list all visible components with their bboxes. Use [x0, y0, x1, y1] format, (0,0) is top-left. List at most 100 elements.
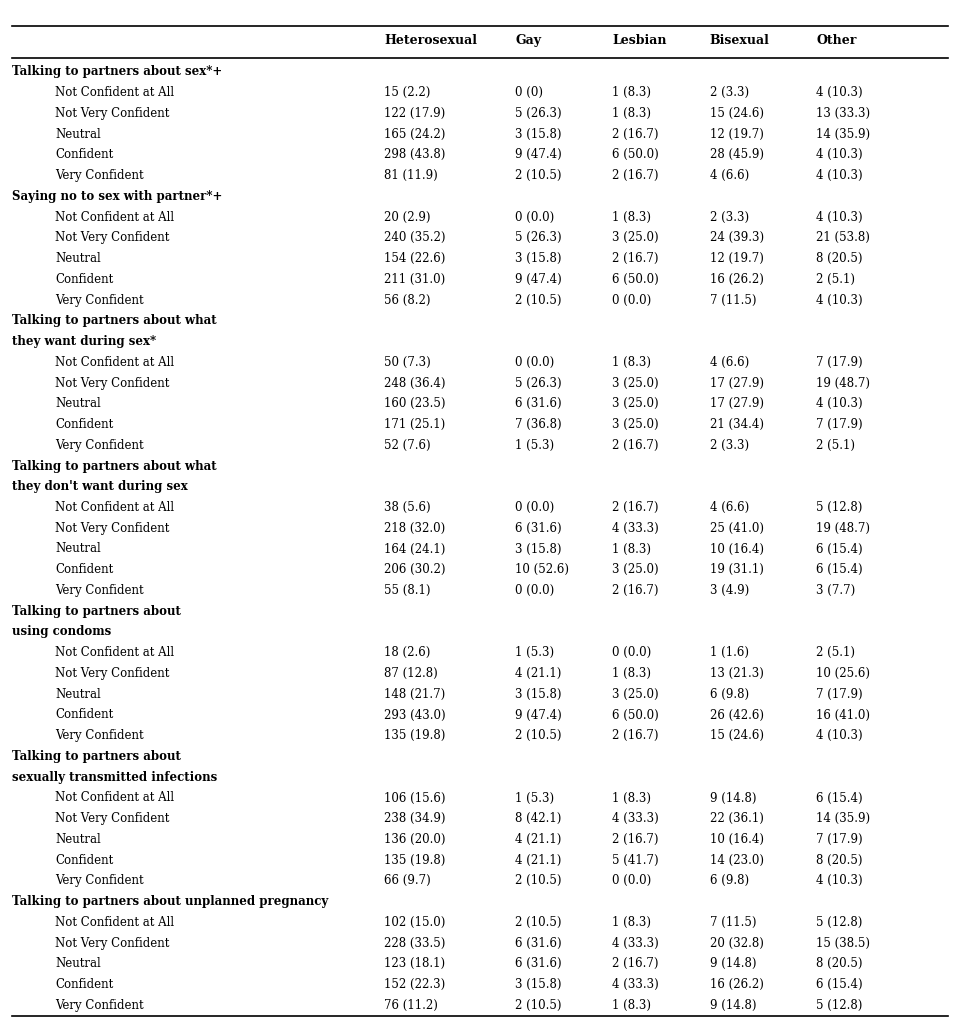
Text: 4 (21.1): 4 (21.1) — [515, 667, 562, 680]
Text: 9 (47.4): 9 (47.4) — [515, 272, 562, 286]
Text: 4 (33.3): 4 (33.3) — [612, 812, 659, 825]
Text: Not Very Confident: Not Very Confident — [55, 231, 170, 245]
Text: Not Confident at All: Not Confident at All — [55, 915, 175, 929]
Text: 1 (5.3): 1 (5.3) — [515, 438, 554, 452]
Text: 2 (10.5): 2 (10.5) — [515, 729, 562, 742]
Text: 28 (45.9): 28 (45.9) — [710, 148, 764, 162]
Text: 25 (41.0): 25 (41.0) — [710, 522, 764, 535]
Text: 240 (35.2): 240 (35.2) — [384, 231, 445, 245]
Text: Very Confident: Very Confident — [55, 874, 144, 888]
Text: they want during sex*: they want during sex* — [12, 335, 156, 348]
Text: 3 (25.0): 3 (25.0) — [612, 563, 659, 577]
Text: 3 (7.7): 3 (7.7) — [816, 584, 855, 597]
Text: 1 (1.6): 1 (1.6) — [710, 646, 748, 659]
Text: Not Confident at All: Not Confident at All — [55, 501, 175, 514]
Text: 135 (19.8): 135 (19.8) — [384, 854, 445, 866]
Text: Talking to partners about: Talking to partners about — [12, 750, 181, 763]
Text: Not Very Confident: Not Very Confident — [55, 667, 170, 680]
Text: Not Confident at All: Not Confident at All — [55, 355, 175, 369]
Text: Neutral: Neutral — [55, 543, 101, 555]
Text: 4 (33.3): 4 (33.3) — [612, 937, 659, 949]
Text: 26 (42.6): 26 (42.6) — [710, 709, 764, 722]
Text: 8 (20.5): 8 (20.5) — [816, 957, 863, 971]
Text: Confident: Confident — [55, 272, 114, 286]
Text: 4 (33.3): 4 (33.3) — [612, 522, 659, 535]
Text: they don't want during sex: they don't want during sex — [12, 480, 188, 494]
Text: 2 (16.7): 2 (16.7) — [612, 729, 659, 742]
Text: 10 (16.4): 10 (16.4) — [710, 543, 764, 555]
Text: 5 (12.8): 5 (12.8) — [816, 999, 863, 1012]
Text: Neutral: Neutral — [55, 833, 101, 846]
Text: Not Confident at All: Not Confident at All — [55, 211, 175, 223]
Text: 15 (24.6): 15 (24.6) — [710, 729, 764, 742]
Text: 102 (15.0): 102 (15.0) — [384, 915, 445, 929]
Text: 2 (10.5): 2 (10.5) — [515, 169, 562, 182]
Text: 3 (15.8): 3 (15.8) — [515, 543, 562, 555]
Text: 2 (5.1): 2 (5.1) — [816, 438, 855, 452]
Text: 15 (2.2): 15 (2.2) — [384, 86, 431, 99]
Text: 4 (6.6): 4 (6.6) — [710, 355, 748, 369]
Text: 164 (24.1): 164 (24.1) — [384, 543, 445, 555]
Text: 135 (19.8): 135 (19.8) — [384, 729, 445, 742]
Text: using condoms: using condoms — [12, 626, 111, 639]
Text: 19 (48.7): 19 (48.7) — [816, 377, 871, 389]
Text: 1 (8.3): 1 (8.3) — [612, 106, 651, 120]
Text: 2 (16.7): 2 (16.7) — [612, 501, 659, 514]
Text: 2 (10.5): 2 (10.5) — [515, 294, 562, 306]
Text: 1 (8.3): 1 (8.3) — [612, 667, 651, 680]
Text: 4 (10.3): 4 (10.3) — [816, 729, 863, 742]
Text: 22 (36.1): 22 (36.1) — [710, 812, 763, 825]
Text: 50 (7.3): 50 (7.3) — [384, 355, 431, 369]
Text: 3 (15.8): 3 (15.8) — [515, 252, 562, 265]
Text: 3 (15.8): 3 (15.8) — [515, 128, 562, 140]
Text: 1 (5.3): 1 (5.3) — [515, 792, 554, 805]
Text: 3 (25.0): 3 (25.0) — [612, 418, 659, 431]
Text: sexually transmitted infections: sexually transmitted infections — [12, 771, 217, 783]
Text: 7 (17.9): 7 (17.9) — [816, 418, 863, 431]
Text: 6 (9.8): 6 (9.8) — [710, 688, 748, 700]
Text: Very Confident: Very Confident — [55, 729, 144, 742]
Text: Neutral: Neutral — [55, 128, 101, 140]
Text: Very Confident: Very Confident — [55, 999, 144, 1012]
Text: 160 (23.5): 160 (23.5) — [384, 397, 445, 411]
Text: 2 (5.1): 2 (5.1) — [816, 646, 855, 659]
Text: 2 (10.5): 2 (10.5) — [515, 915, 562, 929]
Text: 2 (3.3): 2 (3.3) — [710, 438, 748, 452]
Text: Confident: Confident — [55, 709, 114, 722]
Text: 3 (4.9): 3 (4.9) — [710, 584, 748, 597]
Text: 1 (8.3): 1 (8.3) — [612, 999, 651, 1012]
Text: 0 (0.0): 0 (0.0) — [515, 501, 554, 514]
Text: Confident: Confident — [55, 563, 114, 577]
Text: 8 (20.5): 8 (20.5) — [816, 252, 863, 265]
Text: 0 (0.0): 0 (0.0) — [515, 211, 554, 223]
Text: 4 (10.3): 4 (10.3) — [816, 874, 863, 888]
Text: 56 (8.2): 56 (8.2) — [384, 294, 431, 306]
Text: 2 (3.3): 2 (3.3) — [710, 211, 748, 223]
Text: 3 (15.8): 3 (15.8) — [515, 688, 562, 700]
Text: 4 (33.3): 4 (33.3) — [612, 978, 659, 991]
Text: Talking to partners about unplanned pregnancy: Talking to partners about unplanned preg… — [12, 895, 328, 908]
Text: 3 (25.0): 3 (25.0) — [612, 397, 659, 411]
Text: 38 (5.6): 38 (5.6) — [384, 501, 431, 514]
Text: 9 (47.4): 9 (47.4) — [515, 148, 562, 162]
Text: 66 (9.7): 66 (9.7) — [384, 874, 431, 888]
Text: 6 (9.8): 6 (9.8) — [710, 874, 748, 888]
Text: 6 (15.4): 6 (15.4) — [816, 978, 863, 991]
Text: 14 (35.9): 14 (35.9) — [816, 128, 871, 140]
Text: 5 (12.8): 5 (12.8) — [816, 915, 863, 929]
Text: 8 (20.5): 8 (20.5) — [816, 854, 863, 866]
Text: 87 (12.8): 87 (12.8) — [384, 667, 437, 680]
Text: 7 (11.5): 7 (11.5) — [710, 915, 756, 929]
Text: Talking to partners about sex*+: Talking to partners about sex*+ — [12, 66, 222, 78]
Text: 6 (31.6): 6 (31.6) — [515, 522, 562, 535]
Text: 154 (22.6): 154 (22.6) — [384, 252, 445, 265]
Text: 6 (50.0): 6 (50.0) — [612, 148, 659, 162]
Text: 14 (35.9): 14 (35.9) — [816, 812, 871, 825]
Text: 6 (15.4): 6 (15.4) — [816, 543, 863, 555]
Text: 3 (25.0): 3 (25.0) — [612, 688, 659, 700]
Text: 0 (0.0): 0 (0.0) — [515, 584, 554, 597]
Text: 17 (27.9): 17 (27.9) — [710, 397, 764, 411]
Text: 136 (20.0): 136 (20.0) — [384, 833, 445, 846]
Text: Not Very Confident: Not Very Confident — [55, 937, 170, 949]
Text: 19 (31.1): 19 (31.1) — [710, 563, 763, 577]
